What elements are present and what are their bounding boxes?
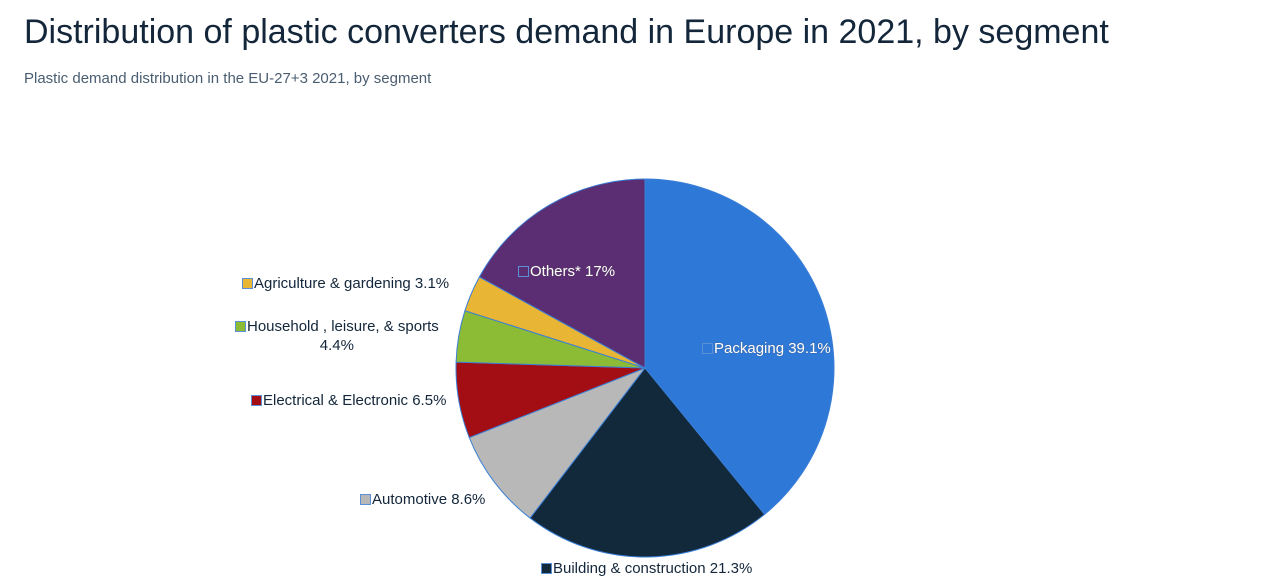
legend-swatch <box>518 266 529 277</box>
data-label-text: Agriculture & gardening 3.1% <box>254 275 450 292</box>
legend-swatch <box>242 278 253 289</box>
data-label-0: Packaging 39.1% <box>702 339 831 358</box>
chart-subtitle: Plastic demand distribution in the EU-27… <box>24 70 432 87</box>
data-label-text: Packaging 39.1% <box>714 340 831 357</box>
pie-slice-2 <box>468 366 647 519</box>
data-label-text: Others* 17% <box>530 263 616 280</box>
pie-slice-1 <box>529 367 766 558</box>
legend-swatch <box>360 494 371 505</box>
legend-swatch <box>251 395 262 406</box>
data-label-text: Building & construction 21.3% <box>553 560 753 577</box>
legend-swatch <box>235 321 246 332</box>
legend-swatch <box>702 343 713 354</box>
data-label-2: Automotive 8.6% <box>360 490 485 509</box>
data-label-5: Agriculture & gardening 3.1% <box>242 274 449 293</box>
chart-title: Distribution of plastic converters deman… <box>24 13 1109 51</box>
data-label-value: 4.4% <box>319 337 354 354</box>
pie-slice-6 <box>478 178 646 369</box>
pie-slice-0 <box>644 178 835 516</box>
data-label-text: Automotive 8.6% <box>372 491 486 508</box>
data-label-1: Building & construction 21.3% <box>541 559 752 578</box>
legend-swatch <box>541 563 552 574</box>
data-label-3: Electrical & Electronic 6.5% <box>251 391 446 410</box>
data-label-6: Others* 17% <box>518 262 615 281</box>
data-label-4: Household , leisure, & sports 4.4% <box>235 317 439 355</box>
data-label-text: Household , leisure, & sports <box>247 318 439 335</box>
data-label-text: Electrical & Electronic 6.5% <box>263 392 447 409</box>
